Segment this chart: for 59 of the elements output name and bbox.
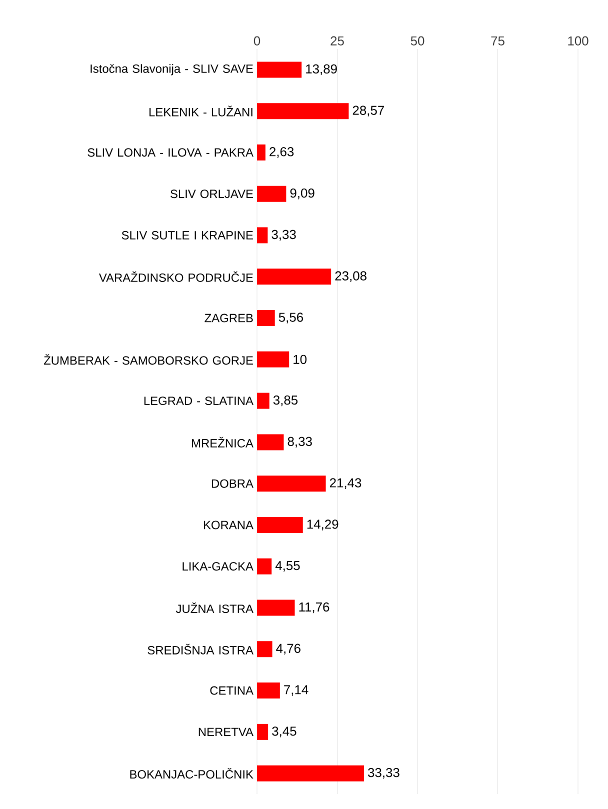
- y-tick-label: DOBRA: [212, 479, 254, 488]
- bar: [257, 186, 286, 202]
- data-label: 13,89: [306, 64, 337, 76]
- y-tick-label: SREDIŠNJA ISTRA: [148, 644, 254, 654]
- y-tick-label: SLIV ORLJAVE: [170, 190, 253, 198]
- bar: [257, 641, 272, 658]
- bar: [257, 516, 303, 533]
- y-tick-label: SLIV LONJA - ILOVA - PAKRA: [88, 148, 254, 157]
- data-label: 2,63: [270, 147, 294, 158]
- data-label: 33,33: [368, 768, 400, 779]
- bar: [257, 765, 364, 782]
- data-label: 5,56: [278, 312, 304, 324]
- x-tick-label: 100: [568, 36, 588, 46]
- x-tick-label: 50: [410, 36, 424, 46]
- data-label: 4,55: [275, 561, 300, 572]
- bar: [257, 144, 266, 160]
- data-label: 3,45: [272, 726, 296, 738]
- y-tick-label: MREŽNICA: [192, 436, 254, 448]
- y-tick-label: JUŽNA ISTRA: [176, 602, 254, 614]
- data-label: 23,08: [335, 271, 366, 282]
- x-tick-label: 25: [330, 36, 344, 46]
- y-tick-label: CETINA: [210, 686, 254, 695]
- bar: [257, 268, 332, 285]
- data-label: 7,14: [284, 685, 308, 696]
- data-label: 28,57: [352, 106, 384, 116]
- bar: [257, 600, 295, 616]
- bar: [257, 351, 290, 368]
- bar: [257, 392, 270, 409]
- y-tick-label: KORANA: [204, 520, 254, 530]
- y-tick-label: LEKENIK - LUŽANI: [149, 106, 252, 116]
- bar: [257, 682, 280, 699]
- y-tick-label: Istočna Slavonija - SLIV SAVE: [90, 64, 253, 76]
- y-tick-label: LEGRAD - SLATINA: [144, 396, 254, 406]
- bar: [257, 103, 349, 120]
- y-tick-label: BOKANJAC-POLIČNIK: [130, 768, 254, 779]
- bar: [257, 62, 302, 78]
- data-label: 4,76: [276, 644, 300, 654]
- x-tick-label: 0: [254, 36, 260, 46]
- bar: [257, 434, 284, 450]
- bar: [257, 724, 268, 740]
- data-label: 9,09: [290, 188, 314, 200]
- y-tick-label: ŽUMBERAK - SAMOBORSKO GORJE: [44, 354, 253, 365]
- bar: [257, 310, 275, 326]
- bar: [257, 558, 272, 574]
- data-label: 8,33: [288, 436, 312, 448]
- y-tick-label: LIKA-GACKA: [182, 562, 254, 571]
- data-label: 3,85: [273, 395, 298, 406]
- bar: [257, 227, 268, 244]
- y-tick-label: NERETVA: [198, 728, 254, 736]
- data-label: 21,43: [330, 478, 362, 489]
- x-tick-label: 75: [491, 36, 504, 46]
- data-label: 3,33: [272, 230, 296, 241]
- y-tick-label: SLIV SUTLE I KRAPINE: [122, 231, 253, 240]
- data-label: 14,29: [307, 520, 338, 530]
- data-label: 11,76: [299, 602, 330, 614]
- bar: [257, 476, 326, 492]
- data-label: 10: [294, 354, 307, 364]
- y-tick-label: ZAGREB: [204, 314, 253, 322]
- y-tick-label: VARAŽDINSKO PODRUČJE: [98, 271, 253, 282]
